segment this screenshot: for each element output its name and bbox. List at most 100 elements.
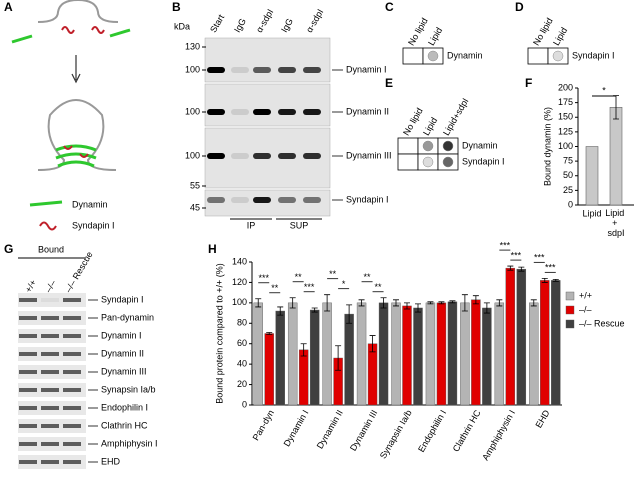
band-label: Dynamin III	[101, 366, 147, 376]
significance-label: **	[271, 283, 279, 293]
blot-band	[41, 298, 59, 302]
error-bar	[541, 277, 548, 283]
x-tick-label: EHD	[533, 408, 551, 430]
band-label: Amphiphysin I	[101, 438, 158, 448]
panel-label: G	[4, 242, 13, 256]
blot-band	[63, 370, 81, 374]
bar	[494, 302, 505, 406]
y-tick-label: 0	[242, 399, 247, 409]
row-label: Syndapin I	[572, 50, 615, 60]
significance-label: ***	[511, 250, 522, 260]
blot-band	[63, 406, 81, 410]
marker-label: 100	[185, 64, 200, 74]
error-bar	[552, 278, 559, 282]
bar	[253, 302, 263, 406]
blot-band	[63, 352, 81, 356]
error-bar	[496, 299, 503, 307]
dot-cell	[397, 137, 419, 155]
legend-label: –/–	[579, 304, 592, 314]
significance-label: *	[602, 85, 606, 95]
error-bar	[393, 299, 399, 307]
column-label: Lipid	[421, 116, 439, 137]
column-label: +/+	[23, 278, 38, 294]
band-label: Dynamin I	[101, 330, 142, 340]
blot-band	[19, 298, 37, 302]
x-tick-label: Dynamin II	[315, 408, 345, 450]
blot-band	[63, 388, 81, 392]
blot-band	[19, 370, 37, 374]
blot-band	[231, 109, 249, 115]
blot-band	[207, 197, 225, 203]
significance-label: **	[295, 272, 303, 282]
error-bar	[472, 295, 479, 305]
blot-band	[253, 109, 271, 115]
blot-band	[253, 67, 271, 73]
blot-band	[231, 67, 249, 73]
blot-band	[303, 153, 321, 159]
error-bar	[438, 301, 445, 305]
band-label: Dynamin I	[346, 64, 387, 74]
dot-spot	[442, 140, 454, 152]
blot-band	[41, 406, 59, 410]
error-bar	[427, 301, 434, 305]
y-tick-label: 200	[558, 82, 573, 92]
legend-label: –/– Rescue	[579, 318, 625, 328]
y-tick-label: 20	[237, 379, 247, 389]
y-tick-label: 175	[558, 97, 573, 107]
bar	[516, 268, 527, 406]
dot-cell	[402, 47, 424, 65]
blot-band	[278, 67, 296, 73]
bar	[322, 302, 332, 406]
error-bar	[380, 297, 387, 309]
dot-cell	[527, 47, 549, 65]
bar	[402, 305, 412, 406]
significance-label: ***	[534, 253, 545, 263]
panel-label: B	[172, 0, 181, 14]
blot-band	[19, 442, 37, 446]
marker-label: 100	[185, 106, 200, 116]
legend-label: Dynamin	[72, 199, 108, 209]
x-tick-label: Clathrin HC	[451, 408, 483, 454]
bar	[287, 302, 298, 406]
error-bar	[369, 335, 376, 353]
legend-syndapin	[39, 221, 57, 231]
significance-label: ***	[304, 282, 315, 292]
blot-band	[63, 424, 81, 428]
blot-band	[231, 197, 249, 203]
x-tick-label: Synapsin Ia/b	[378, 408, 414, 460]
y-tick-label: 40	[237, 359, 247, 369]
dot-cell	[397, 153, 419, 171]
column-label: α-sdpI	[304, 7, 325, 34]
blot-band	[41, 388, 59, 392]
panel-label: H	[208, 242, 217, 256]
panel-label: D	[515, 0, 524, 14]
bar	[344, 313, 354, 406]
dot-spot	[422, 156, 434, 168]
significance-label: ***	[258, 273, 269, 283]
legend-label: +/+	[579, 290, 592, 300]
panel-label: C	[385, 0, 394, 14]
bar	[540, 280, 550, 406]
error-bar	[266, 332, 273, 335]
y-tick-label: 150	[558, 112, 573, 122]
row-label: Dynamin	[462, 140, 498, 150]
blot-band	[19, 352, 37, 356]
y-tick-label: 0	[568, 199, 573, 209]
column-label: Lipid	[551, 26, 569, 47]
unit-label: kDa	[174, 21, 190, 31]
blot-band	[63, 298, 81, 302]
blot	[18, 293, 86, 307]
bar	[356, 302, 367, 406]
error-bar	[518, 266, 525, 272]
column-label: Start	[208, 12, 226, 34]
error-bar	[461, 294, 468, 312]
bar	[505, 267, 516, 406]
bar	[551, 280, 561, 406]
significance-label: ***	[500, 240, 511, 250]
arrow	[71, 55, 81, 84]
column-label: –/– Rescue	[63, 250, 94, 294]
band-label: Dynamin III	[346, 150, 392, 160]
y-tick-label: 50	[563, 170, 573, 180]
band-label: Dynamin II	[101, 348, 144, 358]
